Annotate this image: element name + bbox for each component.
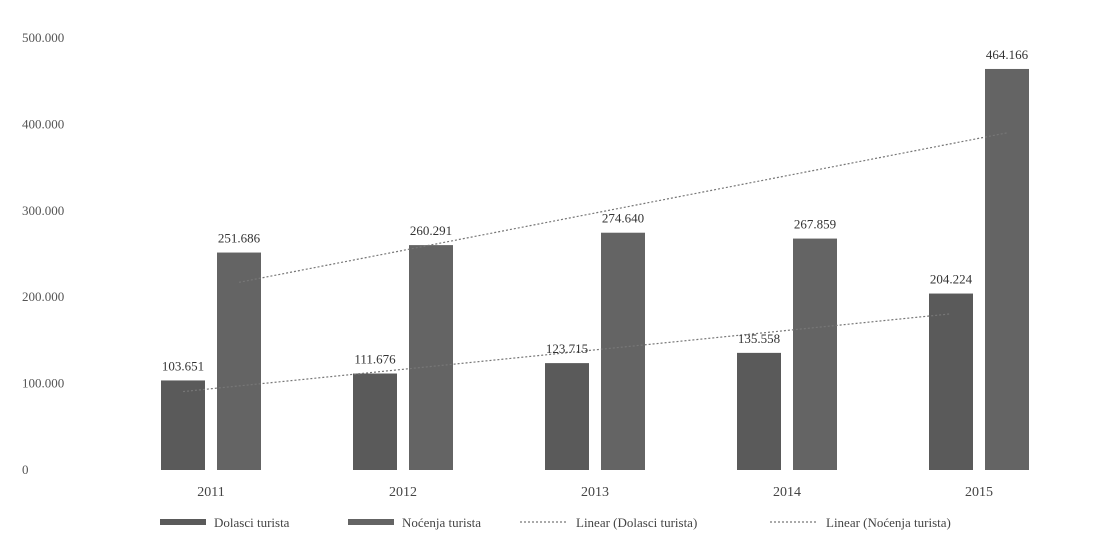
bar-nocenja-2015 <box>985 68 1029 471</box>
trendline-nocenja <box>238 132 1008 283</box>
data-label-dolasci: 103.651 <box>162 358 204 373</box>
y-tick-label: 500.000 <box>22 30 64 45</box>
bar-dolasci-2013 <box>545 363 589 470</box>
y-tick-label: 400.000 <box>22 116 64 131</box>
bar-dolasci-2011 <box>161 380 205 470</box>
y-tick-label: 300.000 <box>22 203 64 218</box>
legend-swatch-2 <box>348 519 394 525</box>
y-tick-label: 200.000 <box>22 289 64 304</box>
bar-dolasci-2015 <box>929 293 973 470</box>
data-label-nocenja: 267.859 <box>794 217 836 232</box>
x-tick-label: 2012 <box>389 485 417 500</box>
legend-label-3: Linear (Dolasci turista) <box>576 515 697 530</box>
data-label-dolasci: 204.224 <box>930 272 973 287</box>
y-tick-label: 0 <box>22 462 29 477</box>
data-label-dolasci: 111.676 <box>354 352 396 367</box>
bar-nocenja-2014 <box>793 238 837 470</box>
data-label-nocenja: 251.686 <box>218 231 261 246</box>
bar-nocenja-2011 <box>217 252 261 470</box>
trendline-dolasci <box>182 313 952 393</box>
legend-label-2: Noćenja turista <box>402 515 481 530</box>
legend-label-4: Linear (Noćenja turista) <box>826 515 951 530</box>
legend: Dolasci turista Noćenja turista Linear (Do… <box>160 515 951 530</box>
legend-label-1: Dolasci turista <box>214 515 290 530</box>
y-tick-label: 100.000 <box>22 376 64 391</box>
data-labels: 103.651 251.686 111.676 260.291 123.715 274.6… <box>162 47 1029 373</box>
trendlines <box>182 132 1008 393</box>
data-label-nocenja: 464.166 <box>986 47 1029 62</box>
bar-nocenja-2013 <box>601 232 645 470</box>
bar-dolasci-2012 <box>353 373 397 470</box>
legend-swatch-1 <box>160 519 206 525</box>
data-label-dolasci: 123.715 <box>546 341 588 356</box>
x-tick-label: 2013 <box>581 485 609 500</box>
data-label-nocenja: 274.640 <box>602 211 644 226</box>
bars <box>161 68 1029 471</box>
y-axis: 0 100.000 200.000 300.000 400.000 500.000 <box>22 30 64 477</box>
x-tick-label: 2014 <box>773 485 801 500</box>
bar-nocenja-2012 <box>409 245 453 470</box>
data-label-dolasci: 135.558 <box>738 331 780 346</box>
x-axis: 2011 2012 2013 2014 2015 <box>197 485 993 500</box>
data-label-nocenja: 260.291 <box>410 223 452 238</box>
x-tick-label: 2011 <box>197 485 224 500</box>
bar-dolasci-2014 <box>737 352 781 470</box>
x-tick-label: 2015 <box>965 485 993 500</box>
